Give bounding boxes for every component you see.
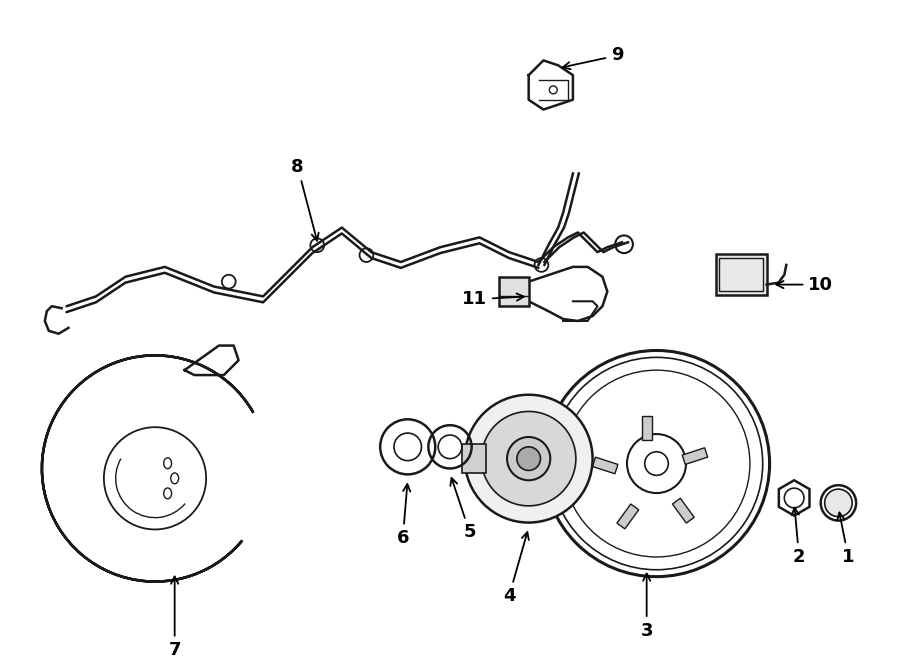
Text: 1: 1 bbox=[837, 512, 854, 566]
Bar bbox=[592, 457, 618, 474]
Bar bbox=[719, 258, 762, 292]
Text: 10: 10 bbox=[777, 276, 833, 293]
Bar bbox=[616, 504, 639, 529]
Text: 9: 9 bbox=[562, 46, 624, 69]
Bar bbox=[672, 498, 694, 523]
Circle shape bbox=[482, 411, 576, 506]
Bar bbox=[642, 416, 652, 440]
Ellipse shape bbox=[824, 489, 852, 517]
Bar bbox=[462, 444, 486, 473]
Bar bbox=[500, 277, 528, 306]
Text: 8: 8 bbox=[292, 157, 319, 241]
Circle shape bbox=[464, 395, 592, 523]
Text: 5: 5 bbox=[450, 478, 476, 541]
Text: 7: 7 bbox=[168, 576, 181, 660]
Circle shape bbox=[517, 447, 541, 471]
Bar bbox=[716, 254, 767, 295]
Text: 2: 2 bbox=[792, 508, 806, 566]
Text: 11: 11 bbox=[462, 290, 524, 308]
Text: 4: 4 bbox=[503, 532, 529, 605]
Text: 3: 3 bbox=[641, 574, 652, 640]
Circle shape bbox=[507, 437, 550, 481]
Text: 6: 6 bbox=[397, 484, 410, 547]
Bar bbox=[682, 447, 707, 465]
